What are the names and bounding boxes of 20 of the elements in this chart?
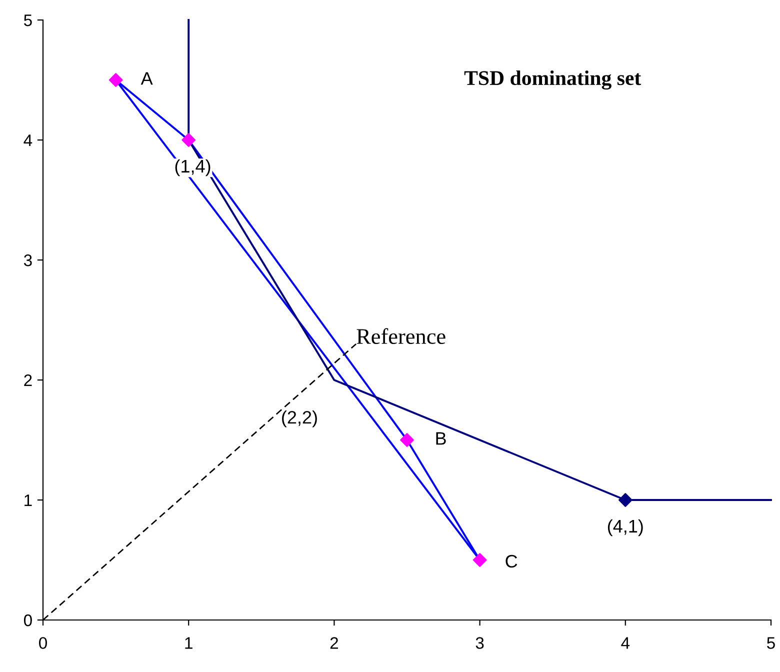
x-tick-label: 2 <box>330 637 338 649</box>
x-tick-label: 3 <box>476 637 484 649</box>
annotation: Reference <box>356 328 446 344</box>
annotation: A <box>140 72 153 85</box>
y-tick-label: 2 <box>24 374 32 386</box>
y-tick-label: 0 <box>24 614 32 626</box>
x-tick-label: 5 <box>767 637 775 649</box>
annotation: B <box>436 432 446 445</box>
y-tick-label: 3 <box>24 254 32 266</box>
annotation: (2,2) <box>282 410 317 428</box>
annotation: C <box>506 554 518 568</box>
y-tick-label: 5 <box>24 14 32 26</box>
x-tick-label: 4 <box>621 637 630 649</box>
annotation: (4,1) <box>608 519 643 536</box>
text: TSD dominating set <box>464 70 642 90</box>
y-tick-label: 1 <box>24 494 32 506</box>
annotation: (1,4) <box>175 159 210 176</box>
x-tick-label: 1 <box>185 637 192 649</box>
x-tick-label: 0 <box>39 637 47 649</box>
y-tick-label: 4 <box>24 134 32 146</box>
